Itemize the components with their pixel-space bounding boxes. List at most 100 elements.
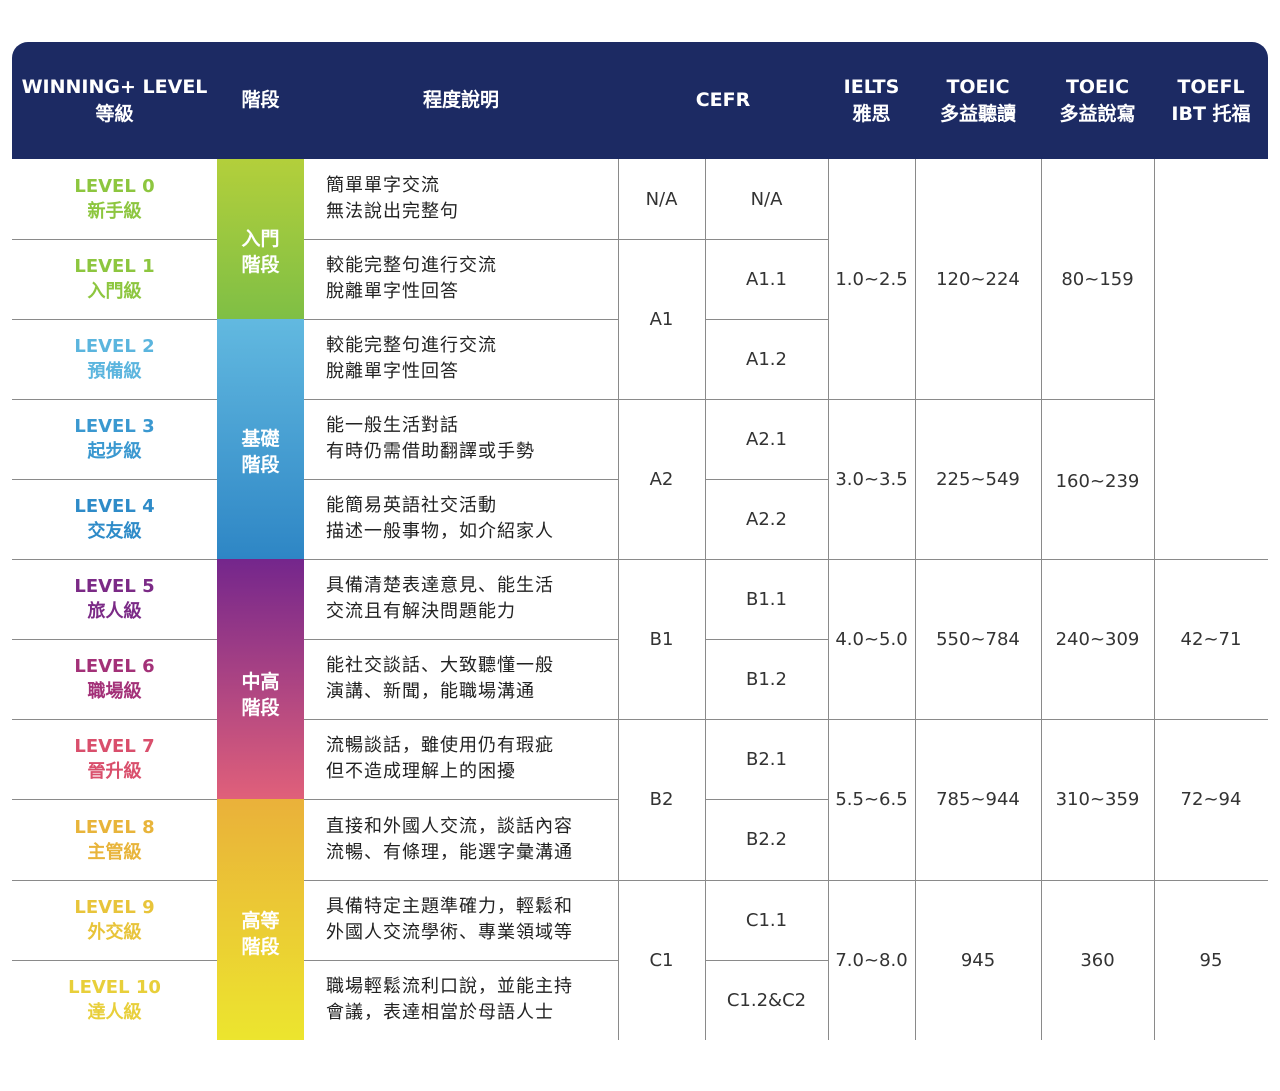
cefr-sub-cell: C1.2&C2 [726, 989, 807, 1011]
header-ielts: IELTS 雅思 [828, 42, 915, 159]
row-divider [304, 639, 618, 640]
toeic-lr-cell: 945 [960, 949, 996, 971]
description-line: 能社交談話、大致聽懂一般 [326, 655, 554, 676]
stage-label-basic: 基礎 階段 [217, 426, 304, 478]
row-divider [304, 799, 618, 800]
stage-label-advanced: 高等 階段 [217, 908, 304, 960]
description-line: 流暢、有條理，能選字彙溝通 [326, 841, 573, 863]
header-description-label: 程度說明 [422, 89, 499, 111]
row-divider [304, 239, 618, 240]
stage-label-line: 階段 [241, 936, 280, 958]
row-divider [12, 880, 217, 881]
toeic-sw-cell: 240~309 [1055, 628, 1140, 650]
level-code: LEVEL 3 [74, 416, 155, 437]
header-toeic-sw-en: TOEIC [1065, 75, 1130, 98]
description-cell: 較能完整句進行交流 脫離單字性回答 [304, 319, 618, 399]
description-line: 脫離單字性回答 [326, 281, 459, 302]
level-name: 新手級 [87, 201, 142, 222]
header-level: WINNING+ LEVEL 等級 [12, 42, 217, 159]
row-divider [705, 479, 828, 480]
stage-bar-beginner [217, 159, 304, 319]
toefl-cell: 72~94 [1180, 789, 1242, 810]
description-cell: 簡單單字交流 無法說出完整句 [304, 159, 618, 239]
description-cell: 職場輕鬆流利口說，並能主持 會議，表達相當於母語人士 [304, 960, 618, 1040]
row-divider [12, 799, 217, 800]
ielts-cell: 3.0~3.5 [835, 468, 908, 490]
level-comparison-table: WINNING+ LEVEL 等級 階段 程度說明 CEFR IELTS 雅思 … [12, 42, 1268, 1040]
header-toeic-lr-zh: 多益聽讀 [939, 102, 1016, 125]
header-ielts-zh: 雅思 [852, 102, 891, 125]
row-divider [304, 719, 618, 720]
row-divider [12, 399, 217, 400]
row-divider [705, 639, 828, 640]
description-line: 較能完整句進行交流 [326, 255, 497, 276]
row-divider [705, 960, 828, 961]
row-divider [828, 880, 1268, 881]
level-code: LEVEL 2 [74, 336, 155, 357]
cefr-sub-cell: N/A [750, 188, 783, 210]
stage-label-beginner: 入門 階段 [217, 226, 304, 278]
level-name: 職場級 [87, 681, 142, 702]
toeic-lr-cell: 120~224 [936, 268, 1020, 290]
ielts-cell: 1.0~2.5 [835, 268, 908, 290]
row-divider [705, 719, 828, 720]
row-divider [618, 559, 705, 560]
row-divider [828, 559, 1268, 560]
description-cell: 直接和外國人交流，談話內容 流暢、有條理，能選字彙溝通 [304, 799, 618, 880]
row-divider [828, 719, 1268, 720]
header-stage: 階段 [217, 42, 304, 159]
column-divider [1154, 159, 1155, 1040]
description-line: 會議，表達相當於母語人士 [326, 1002, 554, 1023]
row-divider [618, 399, 705, 400]
row-divider [12, 319, 217, 320]
stage-bar-basic [217, 319, 304, 559]
level-name: 外交級 [87, 922, 142, 943]
stage-bar-advanced [217, 799, 304, 1040]
ielts-cell: 5.5~6.5 [835, 789, 908, 810]
level-code: LEVEL 1 [74, 256, 155, 277]
toeic-sw-cell: 160~239 [1055, 471, 1140, 492]
level-cell: LEVEL 3 起步級 [12, 399, 217, 479]
header-toeic-lr-en: TOEIC [946, 75, 1010, 98]
column-divider [1041, 159, 1042, 1040]
row-divider [828, 399, 1154, 400]
cefr-sub-cell: A1.1 [746, 268, 787, 290]
cefr-main-cell: A2 [649, 468, 674, 490]
stage-label-line: 階段 [241, 697, 280, 719]
column-divider [915, 159, 916, 1040]
description-line: 脫離單字性回答 [326, 361, 459, 382]
toefl-cell: 95 [1199, 949, 1223, 971]
row-divider [618, 880, 705, 881]
level-cell: LEVEL 1 入門級 [12, 239, 217, 319]
row-divider [304, 319, 618, 320]
level-code: LEVEL 7 [74, 736, 155, 757]
description-line: 交流且有解決問題能力 [326, 601, 516, 622]
header-toeic-sw-zh: 多益說寫 [1059, 102, 1136, 125]
toeic-lr-cell: 785~944 [936, 789, 1020, 810]
row-divider [618, 719, 705, 720]
level-cell: LEVEL 8 主管級 [12, 799, 217, 880]
toeic-lr-cell: 225~549 [936, 468, 1020, 490]
cefr-sub-cell: B2.1 [746, 748, 787, 770]
level-cell: LEVEL 6 職場級 [12, 639, 217, 719]
stage-label-line: 入門 [241, 228, 280, 250]
ielts-cell: 4.0~5.0 [835, 628, 908, 650]
row-divider [304, 479, 618, 480]
row-divider [304, 880, 618, 881]
level-name: 起步級 [87, 441, 142, 462]
header-toeic-sw: TOEIC 多益說寫 [1041, 42, 1154, 159]
row-divider [304, 399, 618, 400]
cefr-main-cell: C1 [649, 949, 674, 971]
toefl-cell: 42~71 [1180, 628, 1242, 650]
row-divider [705, 399, 828, 400]
header-toefl-zh: IBT 托福 [1171, 102, 1251, 125]
description-line: 無法說出完整句 [326, 201, 459, 222]
description-line: 簡單單字交流 [326, 175, 440, 196]
column-divider [705, 159, 706, 1040]
cefr-main-cell: B2 [649, 789, 674, 810]
description-line: 職場輕鬆流利口說，並能主持 [326, 976, 573, 997]
level-code: LEVEL 4 [74, 496, 155, 517]
description-line: 但不造成理解上的困擾 [326, 761, 516, 782]
toeic-sw-cell: 80~159 [1061, 268, 1134, 290]
row-divider [304, 960, 618, 961]
